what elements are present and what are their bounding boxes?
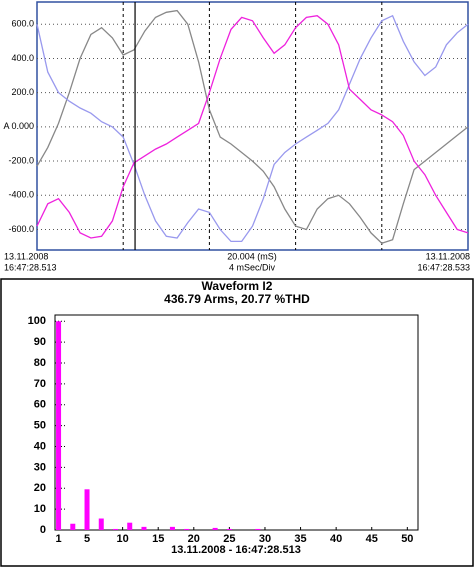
y-tick-label: 100: [28, 315, 46, 327]
x-tick-label: 20: [188, 533, 200, 545]
y-tick-label: 600.0: [11, 19, 34, 29]
x-tick-label: 45: [366, 533, 378, 545]
center-time: 20.004 (mS): [227, 251, 277, 261]
bar: [169, 526, 175, 530]
bar: [98, 518, 104, 530]
y-tick-label: 80: [34, 357, 46, 369]
start-time: 16:47:28.513: [4, 262, 57, 272]
y-tick-label: 60: [34, 399, 46, 411]
x-tick-label: 30: [259, 533, 271, 545]
x-axis-label: 13.11.2008 - 16:47:28.513: [171, 544, 301, 556]
y-tick-label: 200.0: [11, 87, 34, 97]
y-tick-label: A 0.000: [3, 121, 34, 131]
y-tick-label: 40: [34, 440, 46, 452]
x-tick-label: 35: [294, 533, 306, 545]
end-date: 13.11.2008: [426, 251, 470, 261]
bar: [212, 527, 218, 530]
waveform-frame: [36, 1, 469, 251]
x-tick-label: 25: [223, 533, 235, 545]
bar: [141, 526, 147, 530]
bar: [70, 523, 76, 530]
waveform-line: [36, 15, 469, 239]
y-tick-label: 90: [34, 336, 46, 348]
waveform-line: [36, 9, 469, 244]
y-tick-label: 50: [34, 420, 46, 432]
bar: [255, 528, 261, 530]
spectrum-frame: [54, 314, 419, 531]
bar: [127, 522, 133, 530]
bar: [184, 528, 190, 530]
time-scale: 4 mSec/Div: [229, 262, 276, 272]
bar: [113, 528, 118, 530]
bar: [84, 489, 90, 530]
x-tick-label: 15: [152, 533, 164, 545]
end-time: 16:47:28.533: [417, 262, 470, 272]
y-tick-label: 10: [34, 503, 46, 515]
y-tick-label: 70: [34, 378, 46, 390]
y-tick-label: 20: [34, 482, 46, 494]
bar: [56, 321, 62, 530]
waveform-line: [36, 14, 469, 243]
x-tick-label: 5: [84, 533, 90, 545]
y-tick-label: 30: [34, 461, 46, 473]
bar: [226, 528, 232, 530]
y-tick-label: 0: [40, 524, 46, 536]
x-tick-label: 10: [116, 533, 128, 545]
chart-subtitle: 436.79 Arms, 20.77 %THD: [164, 292, 310, 306]
y-tick-label: -600.0: [8, 224, 34, 234]
start-date: 13.11.2008: [4, 251, 48, 261]
y-tick-label: 400.0: [11, 53, 34, 63]
x-tick-label: 40: [330, 533, 342, 545]
y-tick-label: -200.0: [8, 155, 34, 165]
x-tick-label: 50: [401, 533, 413, 545]
x-tick-label: 1: [55, 533, 61, 545]
chart-title: Waveform I2: [202, 279, 273, 293]
y-tick-label: -400.0: [8, 190, 34, 200]
